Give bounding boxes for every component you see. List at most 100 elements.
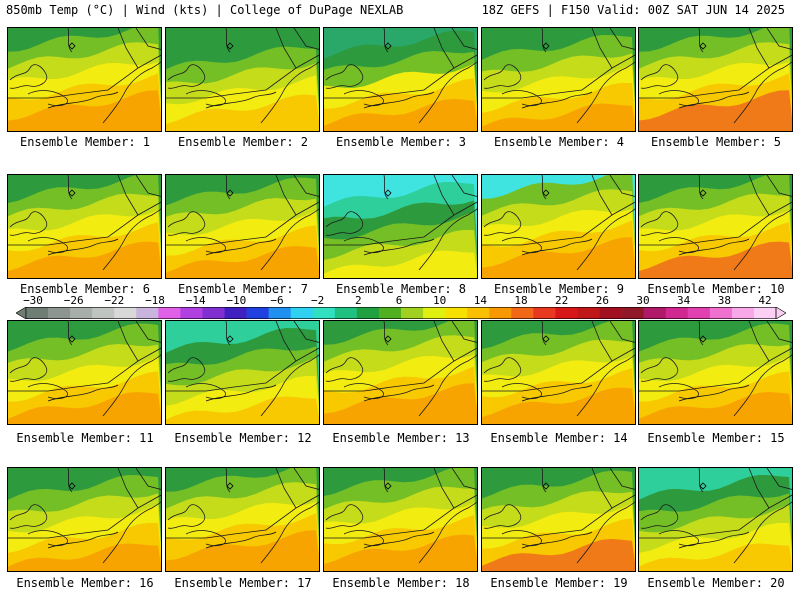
- colorbar-segment: [467, 307, 490, 319]
- geographic-boundary: [698, 28, 704, 53]
- colorbar-tick-label: 2: [355, 294, 362, 307]
- colorbar-tick-label: 38: [717, 294, 731, 307]
- ensemble-member-label: Ensemble Member: 13: [332, 431, 470, 445]
- geographic-boundary: [451, 28, 477, 50]
- geographic-boundary: [521, 384, 593, 402]
- temperature-field: [8, 321, 161, 424]
- ensemble-member-map: [323, 467, 478, 572]
- temperature-field: [166, 175, 319, 278]
- ensemble-member-label: Ensemble Member: 4: [493, 135, 625, 149]
- geographic-boundary: [483, 64, 522, 89]
- geographic-boundary: [591, 28, 613, 69]
- diamond-marker-icon: [384, 189, 392, 197]
- temperature-band: [324, 99, 477, 131]
- geographic-boundary: [698, 321, 704, 346]
- ensemble-member-map: [481, 174, 636, 279]
- geographic-boundary: [451, 321, 477, 343]
- geographic-boundary: [639, 54, 792, 99]
- geographic-boundary: [8, 494, 161, 539]
- colorbar-segment: [621, 307, 644, 319]
- colorbar-segment: [445, 307, 468, 319]
- ensemble-member-map: [638, 27, 793, 132]
- diamond-marker-icon: [542, 335, 550, 343]
- ensemble-member-label: Ensemble Member: 11: [16, 431, 154, 445]
- geographic-boundary: [167, 357, 206, 382]
- colorbar-segment: [687, 307, 711, 319]
- geographic-boundary: [260, 354, 319, 417]
- geographic-boundary: [67, 28, 73, 53]
- geographic-boundary: [205, 384, 277, 402]
- geographic-boundary: [748, 28, 770, 69]
- ensemble-member-map: [323, 320, 478, 425]
- ensemble-member-map: [165, 320, 320, 425]
- temperature-field: [639, 468, 792, 571]
- ensemble-member-label: Ensemble Member: 9: [493, 282, 625, 296]
- ensemble-member-map: [7, 467, 162, 572]
- ensemble-member-map: [638, 174, 793, 279]
- temperature-field: [639, 28, 792, 131]
- temperature-band: [8, 543, 161, 571]
- geographic-boundary: [9, 211, 48, 236]
- temperature-field: [8, 28, 161, 131]
- ensemble-member-label: Ensemble Member: 17: [174, 576, 312, 590]
- ensemble-member-map: [165, 467, 320, 572]
- geographic-boundary: [363, 91, 435, 109]
- colorbar-segment: [753, 307, 777, 319]
- geographic-boundary: [117, 175, 139, 216]
- ensemble-member-map: [7, 320, 162, 425]
- ensemble-member-label: Ensemble Member: 8: [335, 282, 467, 296]
- diamond-marker-icon: [699, 42, 707, 50]
- temperature-band: [8, 392, 161, 424]
- colorbar-segment: [136, 307, 159, 319]
- geographic-boundary: [117, 28, 139, 69]
- colorbar-segment: [643, 307, 667, 319]
- geographic-boundary: [293, 321, 319, 343]
- colorbar-segment: [246, 307, 269, 319]
- temperature-band: [639, 241, 792, 278]
- geographic-boundary: [576, 61, 635, 124]
- ensemble-member-label: Ensemble Member: 14: [490, 431, 628, 445]
- temperature-band: [482, 387, 635, 424]
- temperature-band: [482, 103, 635, 131]
- ensemble-member-label: Ensemble Member: 20: [647, 576, 785, 590]
- geographic-boundary: [418, 501, 477, 564]
- map-title: 850mb Temp (°C) | Wind (kts) | College o…: [6, 3, 404, 17]
- ensemble-member-map: [323, 27, 478, 132]
- colorbar-segment: [665, 307, 689, 319]
- colorbar-segment: [555, 307, 578, 319]
- geographic-boundary: [166, 201, 319, 246]
- temperature-band: [324, 534, 477, 571]
- geographic-boundary: [225, 468, 231, 493]
- geographic-boundary: [167, 504, 206, 529]
- colorbar-segment: [599, 307, 622, 319]
- geographic-boundary: [433, 321, 455, 362]
- colorbar-tick-label: 22: [555, 294, 569, 307]
- geographic-boundary: [591, 175, 613, 216]
- geographic-boundary: [363, 384, 435, 402]
- diamond-marker-icon: [68, 482, 76, 490]
- colorbar-tick-label: 30: [636, 294, 650, 307]
- geographic-boundary: [67, 175, 73, 200]
- geographic-boundary: [541, 321, 547, 346]
- geographic-boundary: [482, 494, 635, 539]
- geographic-boundary: [482, 201, 635, 246]
- geographic-boundary: [482, 54, 635, 99]
- temperature-band: [639, 543, 792, 571]
- ensemble-member-map: [165, 174, 320, 279]
- temperature-field: [639, 175, 792, 278]
- temperature-field: [482, 468, 635, 571]
- geographic-boundary: [135, 28, 161, 50]
- geographic-boundary: [8, 201, 161, 246]
- geographic-boundary: [225, 321, 231, 346]
- geographic-boundary: [325, 357, 364, 382]
- colorbar-tick-label: 26: [595, 294, 609, 307]
- geographic-boundary: [9, 504, 48, 529]
- diamond-marker-icon: [384, 482, 392, 490]
- diamond-marker-icon: [542, 482, 550, 490]
- temperature-field: [639, 321, 792, 424]
- geographic-boundary: [766, 468, 792, 490]
- temperature-field: [324, 175, 477, 278]
- geographic-boundary: [733, 501, 792, 564]
- temperature-band: [166, 246, 319, 278]
- colorbar-min-arrow: [16, 307, 27, 319]
